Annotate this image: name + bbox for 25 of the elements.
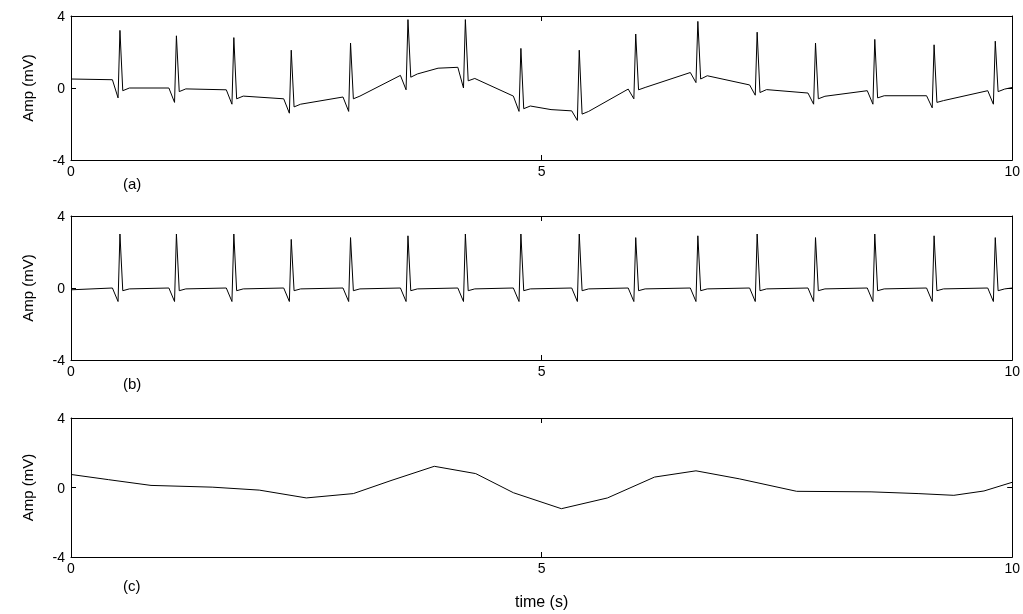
y-tick-label: 0 <box>57 280 66 296</box>
text: (b) <box>123 375 142 392</box>
y-tick-label: 0 <box>57 479 66 496</box>
y-tick-label: -4 <box>52 549 66 565</box>
y-tick-label: 4 <box>57 410 66 426</box>
x-axis-title: time (s) <box>514 592 569 610</box>
x-tick-label: 5 <box>537 363 546 379</box>
x-tick-label: 0 <box>67 560 76 576</box>
y-tick-label: -4 <box>52 352 66 368</box>
x-tick-label: 10 <box>1004 363 1021 379</box>
y-axis-title: Amp (mV) <box>19 453 36 522</box>
text: (c) <box>123 577 141 594</box>
x-tick-label: 0 <box>67 363 76 379</box>
x-tick-label: 5 <box>537 560 546 576</box>
text: (a) <box>123 175 142 192</box>
y-tick-label: 4 <box>57 208 66 224</box>
y-tick-label: -4 <box>52 152 66 168</box>
x-tick-label: 10 <box>1004 560 1021 576</box>
x-tick-label: 10 <box>1004 163 1021 179</box>
y-tick-label: 0 <box>57 80 66 96</box>
x-tick-label: 5 <box>537 163 546 179</box>
y-tick-label: 4 <box>57 8 66 24</box>
y-axis-title: Amp (mV) <box>19 54 36 122</box>
y-axis-title: Amp (mV) <box>19 254 36 322</box>
x-tick-label: 0 <box>67 163 76 179</box>
